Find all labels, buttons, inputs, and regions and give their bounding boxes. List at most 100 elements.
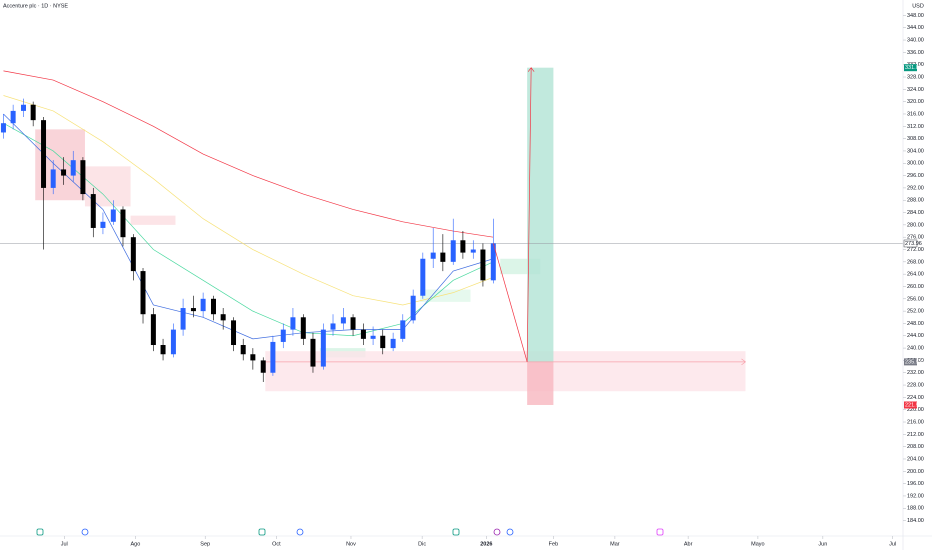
candle-body xyxy=(400,320,406,339)
y-tick-label: 312.00 xyxy=(907,124,924,130)
y-tick-label: 292.00 xyxy=(907,185,924,191)
candle-body xyxy=(220,314,226,321)
y-tick-label: 240.00 xyxy=(907,346,924,352)
x-tick-label: Mayo xyxy=(751,541,764,547)
price-label-bg xyxy=(904,401,917,409)
event-icons xyxy=(36,528,664,536)
x-tick-label: Sep xyxy=(200,541,210,547)
candle-body xyxy=(460,240,466,253)
event-icon xyxy=(656,528,664,536)
zone xyxy=(420,289,471,302)
candle-body xyxy=(80,160,86,195)
candle-body xyxy=(90,194,96,228)
candle-body xyxy=(450,240,456,262)
x-tick-label: 2026 xyxy=(480,541,492,547)
candle-body xyxy=(110,209,116,222)
y-tick-label: 280.00 xyxy=(907,222,924,228)
price-label-bg xyxy=(904,64,917,72)
y-tick-label: 212.00 xyxy=(907,432,924,438)
y-tick-label: 220.00 xyxy=(907,407,924,413)
y-tick-label: 328.00 xyxy=(907,74,924,80)
y-tick-label: 224.00 xyxy=(907,395,924,401)
candle-body xyxy=(470,249,476,253)
candle-body xyxy=(430,252,436,259)
candle-body xyxy=(270,341,276,373)
chart-title: Accenture plc · 1D · NYSE xyxy=(3,3,68,9)
price-label: 273.96 xyxy=(905,241,922,247)
candle-body xyxy=(210,298,216,315)
candle-body xyxy=(280,329,286,342)
candle-body xyxy=(0,123,6,133)
y-tick-label: 208.00 xyxy=(907,444,924,450)
candle-body xyxy=(50,169,56,188)
moving-average xyxy=(3,95,494,306)
y-tick-label: 228.00 xyxy=(907,383,924,389)
y-tick-label: 260.00 xyxy=(907,284,924,290)
candle-body xyxy=(61,169,67,176)
candle-body xyxy=(170,329,176,355)
event-icon xyxy=(493,528,501,536)
candle-body xyxy=(20,104,26,111)
moving-average xyxy=(3,122,494,337)
candle-body xyxy=(100,221,106,228)
event-icon xyxy=(296,528,304,536)
y-tick-label: 288.00 xyxy=(907,198,924,204)
y-tick-label: 348.00 xyxy=(907,13,924,19)
plot-area xyxy=(0,67,903,405)
y-tick-label: 268.00 xyxy=(907,259,924,265)
price-label-bg xyxy=(903,239,918,248)
candle-body xyxy=(130,237,136,272)
y-tick-label: 304.00 xyxy=(907,148,924,154)
x-tick-label: Dic xyxy=(418,541,426,547)
x-tick-label: Jul xyxy=(889,541,896,547)
candle-body xyxy=(340,317,346,324)
y-tick-label: 336.00 xyxy=(907,50,924,56)
candle-body xyxy=(360,329,366,339)
price-label-bg xyxy=(904,358,917,366)
candle-body xyxy=(300,317,306,339)
x-tick-label: Abr xyxy=(684,541,693,547)
candle-body xyxy=(320,329,326,367)
x-tick-label: Ago xyxy=(131,541,141,547)
candle-body xyxy=(350,317,356,330)
event-icon xyxy=(506,528,514,536)
y-tick-label: 192.00 xyxy=(907,493,924,499)
candle-body xyxy=(30,104,36,121)
candle-body xyxy=(231,320,237,346)
y-tick-label: 340.00 xyxy=(907,37,924,43)
currency-label: USD xyxy=(912,3,924,9)
y-tick-label: 252.00 xyxy=(907,309,924,315)
candle-body xyxy=(490,243,496,281)
candle-body xyxy=(160,345,166,355)
x-tick-label: Mar xyxy=(610,541,620,547)
y-tick-label: 232.00 xyxy=(907,370,924,376)
candle-body xyxy=(330,323,336,330)
y-tick-label: 276.00 xyxy=(907,235,924,241)
moving-average xyxy=(3,113,494,340)
y-tick-label: 248.00 xyxy=(907,321,924,327)
y-tick-label: 216.00 xyxy=(907,419,924,425)
projection-line xyxy=(492,243,528,362)
stop-zone xyxy=(527,361,554,405)
x-tick-label: Oct xyxy=(272,541,281,547)
y-tick-label: 200.00 xyxy=(907,469,924,475)
candle-body xyxy=(250,354,256,361)
candle-body xyxy=(420,258,426,296)
y-tick-label: 196.00 xyxy=(907,481,924,487)
y-tick-label: 300.00 xyxy=(907,161,924,167)
candle-body xyxy=(480,249,486,281)
candle-body xyxy=(180,308,186,330)
price-label: 235.52 xyxy=(905,359,922,365)
candle-body xyxy=(240,345,246,355)
event-icon xyxy=(81,528,89,536)
x-tick-label: Jun xyxy=(818,541,827,547)
candle-body xyxy=(120,209,126,238)
y-tick-label: 204.00 xyxy=(907,456,924,462)
candle-body xyxy=(70,160,76,176)
y-tick-label: 324.00 xyxy=(907,87,924,93)
x-tick-label: Jul xyxy=(61,541,68,547)
candle-body xyxy=(150,314,156,346)
y-tick-label: 284.00 xyxy=(907,210,924,216)
